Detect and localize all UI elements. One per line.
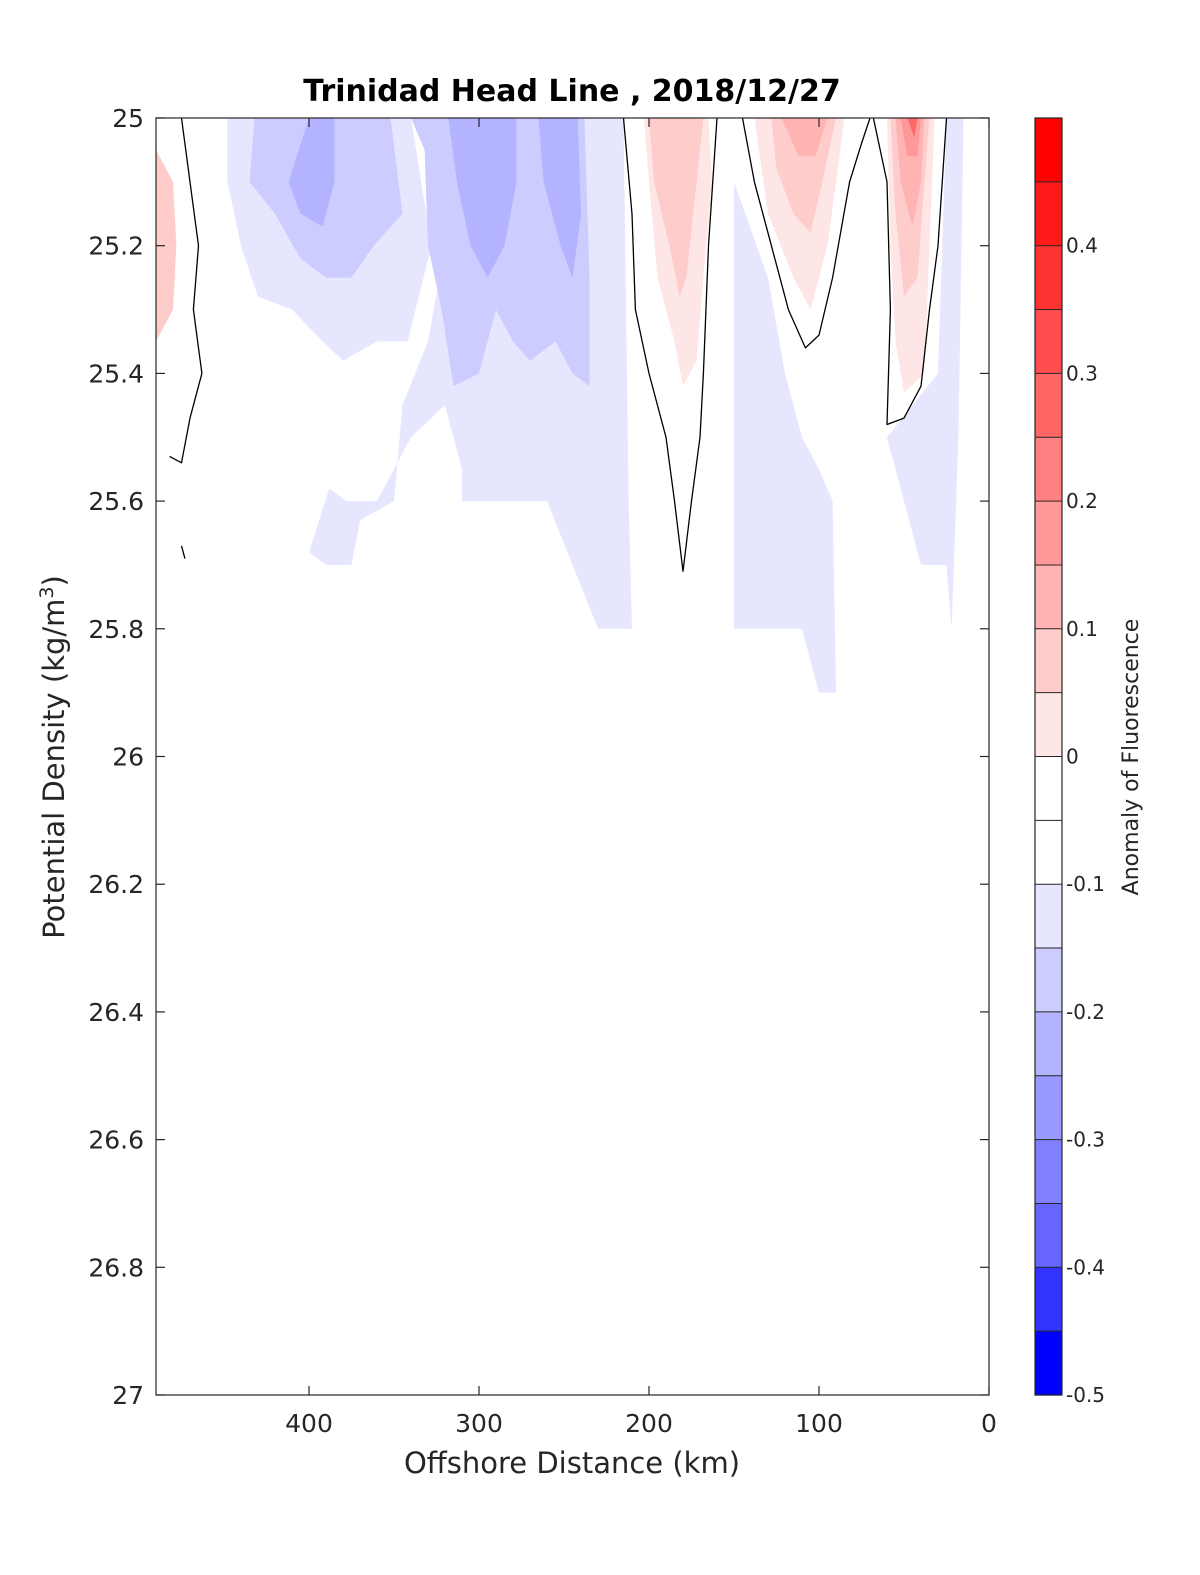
contour-b <box>741 118 871 349</box>
colorbar-band-6 <box>1035 501 1062 566</box>
colorbar-band-8 <box>1035 628 1062 694</box>
filled-region-pos-c-peak <box>907 118 918 138</box>
colorbar-band-4 <box>1035 373 1062 438</box>
colorbar-band-7 <box>1035 564 1062 630</box>
y-tick-label: 26.4 <box>88 998 144 1027</box>
y-tick-label: 25 <box>112 104 144 133</box>
colorbar-tick-label: 0.3 <box>1066 361 1098 385</box>
y-tick-label: 25.2 <box>88 232 144 261</box>
filled-region-neg-mid-east <box>538 118 581 278</box>
x-tick-label: 100 <box>795 1409 843 1438</box>
colorbar-band-5 <box>1035 437 1062 502</box>
x-tick-label: 0 <box>981 1409 997 1438</box>
y-tick-label: 26.8 <box>88 1253 144 1282</box>
colorbar-band-14 <box>1035 1011 1062 1077</box>
y-tick-label: 26 <box>112 743 144 772</box>
colorbar-band-1 <box>1035 181 1062 247</box>
zero-contour-lines <box>169 118 948 572</box>
colorbar-band-3 <box>1035 309 1062 374</box>
colorbar-tick-label: -0.4 <box>1066 1255 1105 1279</box>
y-axis-label-superscript: 3 <box>36 586 58 598</box>
filled-region-neg-mid-west <box>288 118 335 227</box>
filled-region-neg-mid-central <box>448 118 517 278</box>
colorbar-tick-label: 0.2 <box>1066 489 1098 513</box>
colorbar-tick-label: 0.4 <box>1066 234 1098 258</box>
filled-region-pos-a-light <box>649 118 704 297</box>
colorbar-band-19 <box>1035 1331 1062 1396</box>
colorbar-tick-label: -0.5 <box>1066 1383 1105 1407</box>
filled-region-pos-b-mid <box>781 118 828 157</box>
y-tick-label: 26.2 <box>88 870 144 899</box>
x-axis-label: Offshore Distance (km) <box>404 1446 740 1480</box>
colorbar-band-15 <box>1035 1075 1062 1141</box>
filled-contours <box>156 118 964 693</box>
y-tick-label: 27 <box>112 1381 144 1410</box>
plot-frame <box>155 117 990 1396</box>
colorbar-band-18 <box>1035 1267 1062 1332</box>
colorbar-band-16 <box>1035 1139 1062 1205</box>
x-tick-label: 200 <box>625 1409 673 1438</box>
filled-region-neg-pale-middle <box>734 181 836 693</box>
y-axis-label: Potential Density (kg/m3) <box>36 575 71 939</box>
y-tick-label: 26.6 <box>88 1126 144 1155</box>
colorbar-bands <box>1035 118 1062 1396</box>
y-tick-label: 25.8 <box>88 615 144 644</box>
y-tick-label: 25.6 <box>88 487 144 516</box>
colorbar-frame <box>1034 117 1063 1396</box>
filled-region-pos-b-light <box>771 118 836 233</box>
filled-region-pos-west-edge <box>156 149 177 342</box>
chart-title: Trinidad Head Line , 2018/12/27 <box>303 74 840 109</box>
y-tick-labels: 25 25.2 25.4 25.6 25.8 26 26.2 26.4 26.6 26.8 27 <box>88 104 144 1410</box>
colorbar-band-10 <box>1035 756 1062 821</box>
colorbar-band-13 <box>1035 948 1062 1013</box>
y-axis-label-main: Potential Density (kg/m <box>37 599 71 939</box>
colorbar-band-2 <box>1035 245 1062 311</box>
x-tick-label: 300 <box>455 1409 503 1438</box>
colorbar-label: Anomaly of Fluorescence <box>1119 619 1144 896</box>
colorbar-tick-label: 0.1 <box>1066 617 1098 641</box>
colorbar: 0.4 0.3 0.2 0.1 0 -0.1 -0.2 -0.3 -0.4 -0.5 <box>1034 117 1105 1407</box>
x-tick-labels: 400 300 200 100 0 <box>285 1409 997 1438</box>
colorbar-tick-label: -0.3 <box>1066 1128 1105 1152</box>
colorbar-band-11 <box>1035 820 1062 885</box>
colorbar-tick-labels: 0.4 0.3 0.2 0.1 0 -0.1 -0.2 -0.3 -0.4 -0.5 <box>1066 234 1105 1407</box>
colorbar-band-12 <box>1035 884 1062 949</box>
plot-area <box>155 117 990 1396</box>
contour-a <box>622 118 718 572</box>
contour-c <box>872 118 948 426</box>
colorbar-band-9 <box>1035 692 1062 758</box>
colorbar-ticks <box>1035 181 1062 1332</box>
colorbar-tick-label: -0.2 <box>1066 1000 1105 1024</box>
colorbar-tick-label: -0.1 <box>1066 872 1105 896</box>
filled-region-neg-pale-east <box>887 118 964 629</box>
y-tick-label: 25.4 <box>88 359 144 388</box>
contour-west <box>169 118 203 464</box>
colorbar-tick-label: 0 <box>1066 745 1079 769</box>
x-tick-label: 400 <box>285 1409 333 1438</box>
colorbar-band-17 <box>1035 1203 1062 1268</box>
contour-west-stub <box>180 545 186 559</box>
y-axis-label-end: ) <box>37 575 71 586</box>
colorbar-band-0 <box>1035 118 1062 183</box>
